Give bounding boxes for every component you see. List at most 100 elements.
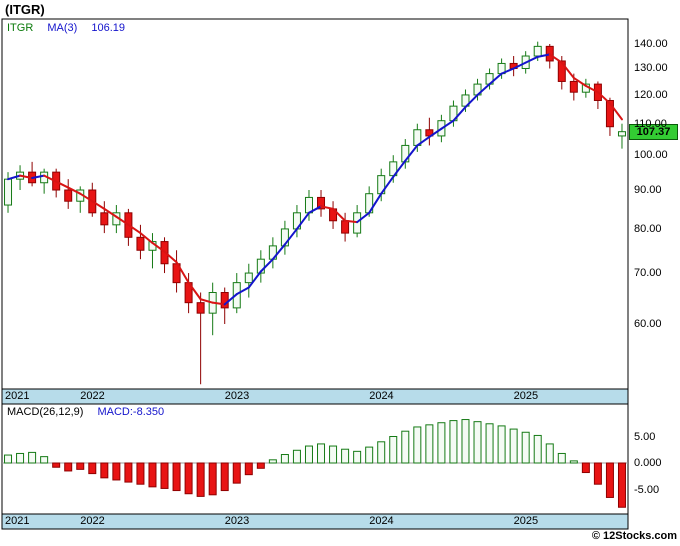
price-axis-label: 90.00 [634, 184, 662, 196]
ma3-line-segment [127, 223, 142, 235]
ma3-line-segment [440, 119, 455, 130]
macd-label: MACD(26,12,9) [7, 406, 84, 418]
macd-bar [268, 459, 277, 464]
ma3-line-segment [500, 67, 515, 75]
ma3-line-segment [67, 186, 82, 195]
macd-bar [16, 452, 25, 464]
macd-bar [413, 426, 422, 464]
ma3-line-segment [608, 102, 623, 121]
year-label: 2025 [513, 515, 539, 527]
ma3-line-segment [151, 241, 166, 253]
ma3-line-segment [115, 215, 130, 226]
candle [196, 292, 205, 385]
macd-bar [497, 425, 506, 464]
year-label: 2023 [224, 390, 250, 402]
macd-bar [533, 434, 542, 464]
ma3-line-segment [283, 227, 298, 246]
ma3-line-segment [428, 127, 443, 138]
macd-bar [389, 436, 398, 464]
candle [64, 179, 73, 209]
price-axis-label: 60.00 [634, 318, 662, 330]
ma3-line-segment [368, 192, 383, 214]
candle [100, 201, 109, 234]
ma3-line-segment [199, 298, 214, 304]
macd-bar [112, 462, 121, 481]
price-axis-label: 100.00 [634, 149, 668, 162]
macd-bar [401, 430, 410, 464]
macd-bar [100, 462, 109, 479]
macd-legend: MACD(26,12,9) MACD:-8.350 [7, 406, 164, 418]
ma3-line-segment [211, 301, 226, 306]
ma3-line-segment [139, 232, 154, 244]
candle [617, 123, 626, 149]
ma3-line-segment [548, 53, 563, 64]
macd-bar [208, 462, 217, 496]
candle [136, 224, 145, 260]
candle [317, 190, 326, 217]
macd-bar [220, 462, 229, 492]
ma3-line-segment [512, 61, 527, 70]
symbol-title: (ITGR) [5, 2, 45, 17]
year-label: 2022 [80, 515, 105, 527]
macd-bar [196, 462, 205, 497]
macd-bar [509, 428, 518, 464]
macd-axis-label: 0.000 [634, 457, 662, 469]
ma3-line-segment [452, 106, 467, 122]
macd-bar [365, 446, 374, 464]
main-plot-area [1, 18, 629, 390]
macd-bar [40, 456, 49, 464]
macd-bar [28, 451, 37, 464]
copyright-watermark: © 12Stocks.com [591, 530, 677, 542]
macd-bar [329, 445, 338, 464]
macd-value: MACD:-8.350 [97, 406, 165, 418]
ma3-line-segment [235, 286, 250, 296]
ma3-line-segment [524, 55, 539, 64]
ma3-line-segment [464, 93, 479, 109]
price-axis-label: 70.00 [634, 267, 662, 280]
ma3-line-segment [307, 205, 323, 214]
ma3-line-segment [380, 175, 395, 195]
ma3-line-segment [31, 174, 46, 179]
year-label: 2024 [369, 515, 394, 527]
legend-symbol: ITGR [7, 22, 34, 34]
macd-bar [473, 421, 482, 464]
macd-bar [605, 462, 614, 498]
macd-bar [377, 441, 386, 464]
price-axis-label: 110.00 [634, 117, 667, 130]
legend-ma-label: MA(3) [47, 22, 78, 34]
macd-bar [341, 448, 350, 464]
ma3-line-segment [596, 91, 611, 105]
macd-bar [485, 423, 494, 464]
ma3-line-segment [271, 243, 286, 261]
macd-bar [52, 462, 61, 468]
macd-axis-label: 5.00 [634, 430, 656, 443]
ma3-line-segment [259, 258, 274, 273]
price-axis-label: 130.00 [634, 62, 668, 75]
macd-bar [280, 454, 289, 464]
year-label: 2021 [5, 515, 30, 527]
year-label: 2025 [513, 390, 539, 402]
macd-bar [256, 462, 265, 469]
year-label: 2024 [369, 390, 394, 402]
ma3-line-segment [55, 180, 70, 189]
ma3-line-segment [175, 261, 190, 284]
ma3-line-segment [404, 144, 419, 162]
macd-bar [461, 419, 470, 464]
price-axis-label: 80.00 [634, 222, 662, 235]
ma3-line-segment [488, 72, 503, 86]
year-label: 2022 [80, 390, 105, 402]
ma3-line-segment [572, 76, 587, 87]
macd-bar [557, 452, 566, 464]
ma3-line-segment [584, 84, 599, 94]
macd-bar [304, 445, 313, 464]
macd-bar [172, 462, 181, 492]
macd-bar [353, 450, 362, 464]
ma3-line-segment [79, 192, 94, 203]
macd-bar [160, 462, 169, 489]
macd-bar [232, 462, 241, 484]
ma3-line-segment [91, 200, 106, 210]
ma3-line-segment [416, 135, 431, 147]
macd-bar [88, 462, 97, 475]
last-price-badge: 107.37 [629, 123, 678, 140]
